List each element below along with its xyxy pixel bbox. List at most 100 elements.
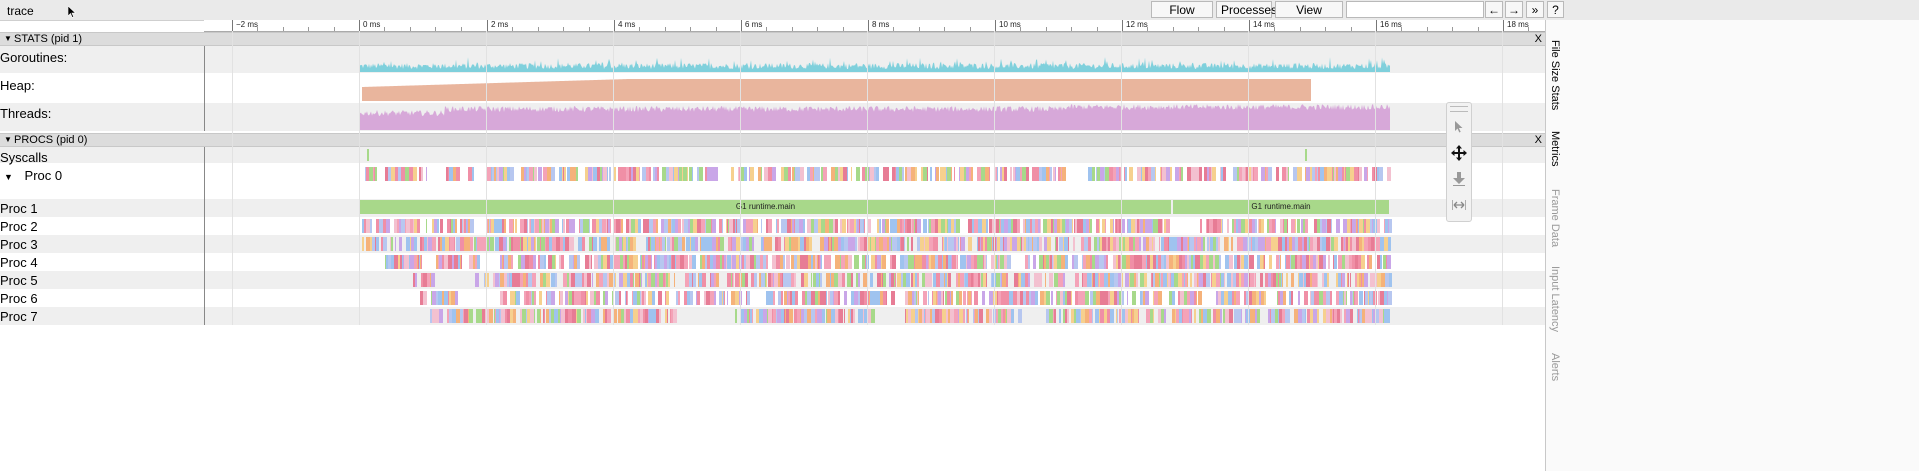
trace-slice[interactable]: [1006, 273, 1008, 287]
trace-slice[interactable]: [665, 309, 667, 323]
trace-slice[interactable]: [960, 255, 962, 269]
trace-slice[interactable]: [746, 255, 750, 269]
trace-slice[interactable]: [956, 219, 960, 233]
trace-slice[interactable]: [882, 255, 886, 269]
trace-slice[interactable]: [1102, 237, 1106, 251]
trace-slice[interactable]: [1277, 291, 1278, 305]
trace-slice[interactable]: [440, 219, 443, 233]
trace-slice[interactable]: [821, 167, 823, 181]
trace-slice[interactable]: [473, 255, 475, 269]
trace-slice[interactable]: [383, 219, 386, 233]
trace-slice[interactable]: [669, 255, 671, 269]
trace-slice[interactable]: [807, 167, 810, 181]
trace-slice[interactable]: [986, 255, 987, 269]
trace-slice[interactable]: [939, 309, 942, 323]
trace-slice[interactable]: [432, 309, 435, 323]
trace-slice[interactable]: [1220, 273, 1221, 287]
trace-slice[interactable]: [718, 237, 720, 251]
trace-slice[interactable]: [655, 255, 657, 269]
trace-slice[interactable]: [1221, 273, 1224, 287]
trace-slice[interactable]: [1379, 167, 1380, 181]
trace-slice[interactable]: [1343, 219, 1347, 233]
trace-slice[interactable]: [1257, 309, 1260, 323]
trace-slice[interactable]: [537, 309, 540, 323]
trace-slice[interactable]: [791, 255, 794, 269]
trace-slice[interactable]: [627, 237, 628, 251]
trace-slice[interactable]: [817, 309, 818, 323]
trace-slice[interactable]: [781, 291, 783, 305]
trace-slice[interactable]: [563, 237, 565, 251]
trace-slice[interactable]: [652, 309, 654, 323]
trace-slice[interactable]: [938, 291, 941, 305]
trace-slice[interactable]: [1193, 255, 1195, 269]
trace-slice[interactable]: [1042, 167, 1046, 181]
trace-slice[interactable]: [1001, 291, 1005, 305]
trace-slice[interactable]: [394, 255, 398, 269]
trace-slice[interactable]: [746, 237, 749, 251]
trace-slice[interactable]: [1134, 309, 1138, 323]
trace-slice[interactable]: [1217, 255, 1219, 269]
trace-slice[interactable]: [395, 237, 396, 251]
trace-slice[interactable]: [638, 219, 641, 233]
trace-slice[interactable]: [1387, 255, 1391, 269]
trace-slice[interactable]: [1082, 273, 1083, 287]
trace-slice[interactable]: [925, 309, 926, 323]
trace-slice[interactable]: [432, 219, 434, 233]
trace-slice[interactable]: [911, 167, 915, 181]
trace-slice[interactable]: [649, 219, 653, 233]
trace-slice[interactable]: [1065, 219, 1066, 233]
trace-slice[interactable]: [826, 273, 830, 287]
trace-slice[interactable]: [1057, 219, 1060, 233]
trace-slice[interactable]: [1053, 309, 1054, 323]
trace-slice[interactable]: [444, 255, 448, 269]
trace-slice[interactable]: [549, 237, 552, 251]
trace-slice[interactable]: [1086, 255, 1090, 269]
trace-slice[interactable]: [701, 237, 705, 251]
trace-slice[interactable]: [484, 237, 486, 251]
trace-slice[interactable]: [511, 255, 513, 269]
trace-slice[interactable]: [423, 291, 427, 305]
trace-slice[interactable]: [891, 237, 892, 251]
trace-slice[interactable]: [524, 291, 526, 305]
trace-slice[interactable]: [494, 219, 498, 233]
trace-slice[interactable]: [1138, 255, 1142, 269]
trace-slice[interactable]: [1334, 167, 1336, 181]
trace-slice[interactable]: [476, 237, 477, 251]
trace-slice[interactable]: [1341, 237, 1343, 251]
trace-slice[interactable]: [585, 167, 588, 181]
trace-slice[interactable]: [1161, 309, 1164, 323]
trace-slice[interactable]: [816, 273, 819, 287]
trace-slice[interactable]: [640, 273, 641, 287]
trace-slice[interactable]: [1225, 255, 1229, 269]
trace-slice[interactable]: [507, 309, 510, 323]
trace-slice[interactable]: [778, 273, 780, 287]
trace-slice[interactable]: [883, 237, 887, 251]
trace-slice[interactable]: [468, 167, 472, 181]
trace-slice[interactable]: [520, 219, 524, 233]
trace-slice[interactable]: [743, 237, 746, 251]
trace-slice[interactable]: [996, 167, 997, 181]
trace-slice[interactable]: [1250, 255, 1254, 269]
trace-slice[interactable]: [734, 255, 736, 269]
trace-slice[interactable]: [854, 291, 858, 305]
trace-slice[interactable]: [1223, 291, 1224, 305]
trace-slice[interactable]: [895, 273, 896, 287]
trace-slice[interactable]: [1010, 167, 1012, 181]
trace-slice[interactable]: [633, 255, 636, 269]
trace-slice[interactable]: [777, 219, 779, 233]
trace-slice[interactable]: [1225, 309, 1229, 323]
trace-slice[interactable]: [1061, 255, 1065, 269]
trace-slice[interactable]: [1278, 291, 1280, 305]
trace-slice[interactable]: [1291, 219, 1295, 233]
trace-slice[interactable]: [559, 291, 560, 305]
trace-slice[interactable]: [754, 273, 757, 287]
trace-slice[interactable]: [1044, 255, 1046, 269]
trace-slice[interactable]: [1039, 255, 1043, 269]
trace-slice[interactable]: [1011, 219, 1013, 233]
trace-slice[interactable]: [1320, 167, 1324, 181]
trace-slice[interactable]: [603, 291, 605, 305]
trace-slice[interactable]: [1092, 273, 1093, 287]
trace-slice[interactable]: [1229, 255, 1233, 269]
trace-slice[interactable]: [780, 273, 782, 287]
trace-slice[interactable]: [1130, 273, 1134, 287]
